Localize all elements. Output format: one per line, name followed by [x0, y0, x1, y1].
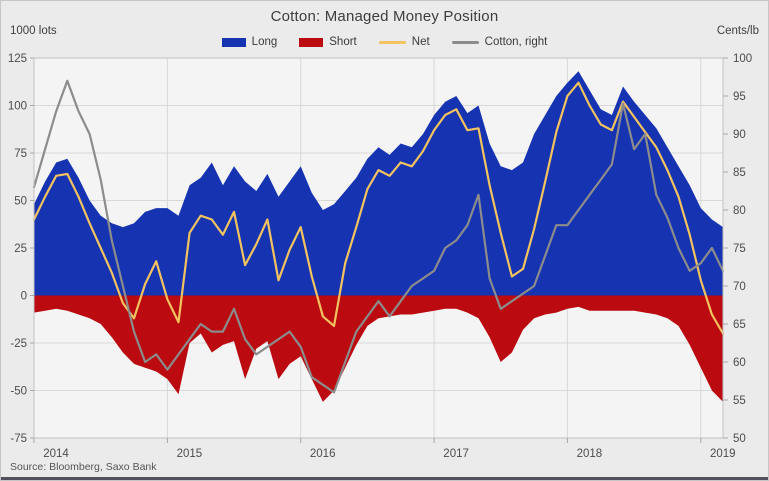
svg-text:100: 100	[8, 101, 27, 113]
svg-text:85: 85	[733, 167, 746, 179]
svg-text:2017: 2017	[443, 448, 469, 460]
legend-item-net: Net	[378, 36, 430, 48]
svg-text:80: 80	[733, 205, 746, 217]
legend-label-net: Net	[411, 36, 430, 48]
legend-item-cotton: Cotton, right	[451, 36, 548, 48]
window-bottom-border	[1, 477, 768, 480]
left-axis-unit-label: 1000 lots	[10, 25, 57, 37]
svg-text:2015: 2015	[177, 448, 203, 460]
svg-text:60: 60	[733, 357, 746, 369]
svg-text:-75: -75	[10, 433, 27, 445]
svg-text:55: 55	[733, 395, 746, 407]
legend-label-cotton: Cotton, right	[484, 36, 548, 48]
svg-text:-50: -50	[10, 386, 27, 398]
svg-text:50: 50	[733, 433, 746, 445]
legend-label-long: Long	[251, 36, 278, 48]
svg-text:95: 95	[733, 91, 746, 103]
svg-text:2016: 2016	[310, 448, 336, 460]
svg-text:125: 125	[8, 53, 27, 65]
svg-text:25: 25	[14, 243, 27, 255]
svg-text:90: 90	[733, 129, 746, 141]
svg-text:0: 0	[21, 291, 27, 303]
svg-text:100: 100	[733, 53, 752, 65]
right-axis-unit-label: Cents/lb	[716, 25, 759, 37]
legend-label-short: Short	[329, 36, 357, 48]
svg-text:2019: 2019	[710, 448, 736, 460]
legend-swatch-short	[299, 37, 324, 47]
chart-title: Cotton: Managed Money Position	[270, 8, 499, 25]
legend-swatch-long	[221, 37, 246, 47]
svg-text:70: 70	[733, 281, 746, 293]
svg-text:75: 75	[733, 243, 746, 255]
svg-text:2014: 2014	[43, 448, 69, 460]
svg-text:75: 75	[14, 148, 27, 160]
svg-text:-25: -25	[10, 338, 27, 350]
svg-text:2018: 2018	[577, 448, 603, 460]
svg-text:50: 50	[14, 196, 27, 208]
svg-text:65: 65	[733, 319, 746, 331]
legend-item-long: Long	[221, 36, 278, 48]
source-caption: Source: Bloomberg, Saxo Bank	[10, 461, 157, 473]
legend: Long Short Net Cotton, right	[1, 34, 768, 50]
legend-item-short: Short	[299, 36, 357, 48]
legend-swatch-cotton	[451, 40, 479, 44]
legend-swatch-net	[378, 40, 406, 44]
